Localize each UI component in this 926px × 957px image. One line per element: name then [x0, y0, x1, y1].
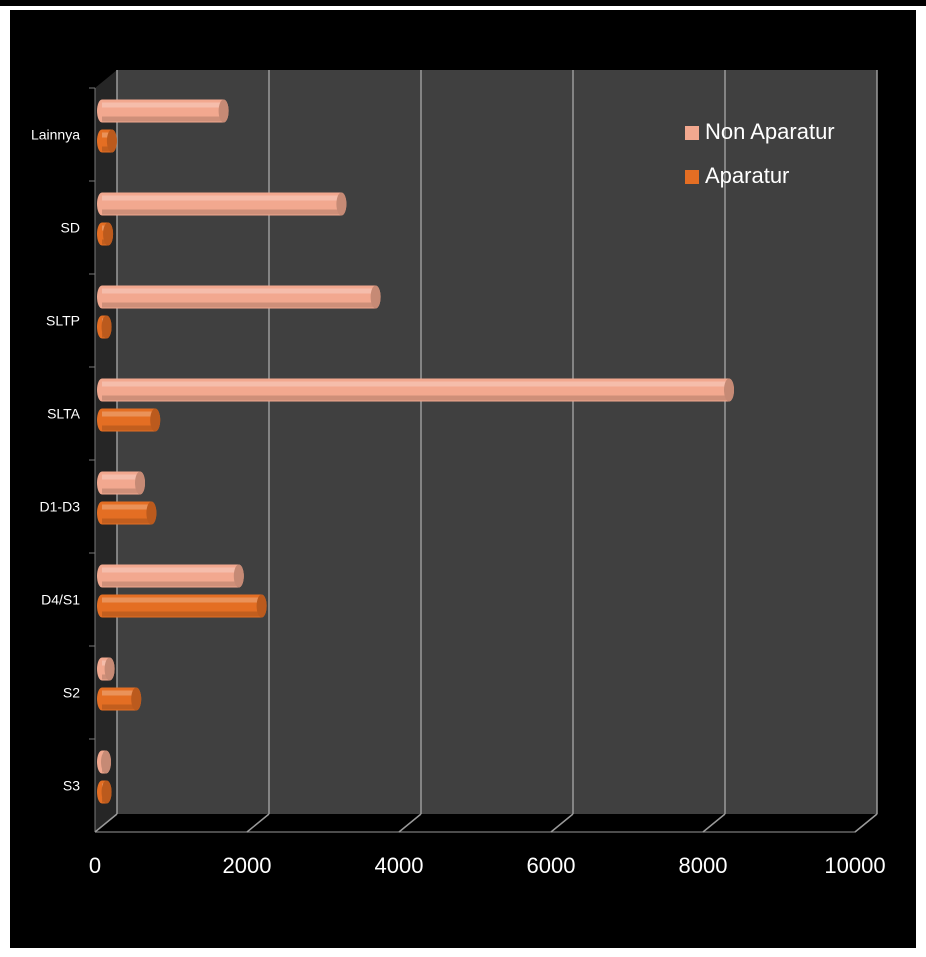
- bar-highlight: [102, 411, 156, 417]
- plot-back-wall: [117, 70, 877, 814]
- legend-swatch: [685, 170, 699, 184]
- bar-end-cap: [146, 501, 157, 525]
- x-tick-label: 10000: [824, 853, 885, 878]
- top-border: [0, 0, 926, 6]
- gridline-floor: [246, 813, 270, 833]
- bar-highlight: [102, 474, 140, 480]
- bar-shadow: [102, 209, 342, 215]
- legend-swatch: [685, 126, 699, 140]
- gridline-floor: [398, 813, 422, 833]
- bar-shadow: [102, 395, 729, 401]
- bar-end-cap: [135, 471, 145, 495]
- bar-shadow: [102, 518, 152, 524]
- bar-end-cap: [336, 192, 347, 216]
- legend: Non Aparatur Aparatur: [685, 119, 835, 188]
- category-label: SD: [61, 220, 80, 236]
- plot-side-wall: [95, 70, 117, 832]
- bar-aparatur: [97, 129, 117, 153]
- bar-aparatur: [97, 222, 114, 246]
- bar-end-cap: [103, 222, 114, 246]
- bar-end-cap: [106, 129, 117, 153]
- bar-end-cap: [131, 687, 142, 711]
- gridline-floor: [550, 813, 574, 833]
- x-tick-label: 8000: [679, 853, 728, 878]
- bar-end-cap: [256, 594, 267, 618]
- bar-shadow: [102, 425, 156, 431]
- bar-highlight: [102, 504, 152, 510]
- bar-end-cap: [233, 564, 244, 588]
- gridline-floor: [702, 813, 726, 833]
- bar-non-aparatur: [97, 192, 347, 216]
- bar-non-aparatur: [97, 750, 111, 774]
- x-tick-label: 6000: [527, 853, 576, 878]
- bar-aparatur: [97, 408, 161, 432]
- bar-aparatur: [97, 594, 267, 618]
- gridline-floor: [94, 813, 118, 833]
- bar-aparatur: [97, 780, 112, 804]
- bar-highlight: [102, 381, 729, 387]
- category-label: SLTA: [47, 406, 81, 422]
- category-label: D1-D3: [40, 499, 81, 515]
- bar-end-cap: [150, 408, 161, 432]
- bar-non-aparatur: [97, 657, 115, 681]
- bar-shadow: [102, 302, 376, 308]
- bar-highlight: [102, 102, 224, 108]
- bar-shadow: [102, 674, 110, 680]
- bar-end-cap: [370, 285, 381, 309]
- bar-non-aparatur: [97, 378, 734, 402]
- bar-highlight: [102, 195, 342, 201]
- bar-end-cap: [104, 657, 115, 681]
- bar-highlight: [102, 690, 137, 696]
- bar-highlight: [102, 567, 239, 573]
- category-label: S3: [63, 778, 80, 794]
- bar-shadow: [102, 611, 262, 617]
- bar-end-cap: [101, 780, 112, 804]
- category-label: Lainnya: [31, 127, 80, 143]
- bar-shadow: [102, 488, 140, 494]
- bar-non-aparatur: [97, 99, 229, 123]
- bar-end-cap: [101, 750, 111, 774]
- legend-label: Aparatur: [705, 163, 789, 188]
- bar-shadow: [102, 146, 112, 152]
- legend-label: Non Aparatur: [705, 119, 835, 144]
- bar-non-aparatur: [97, 564, 244, 588]
- x-tick-label: 2000: [223, 853, 272, 878]
- x-tick-label: 0: [89, 853, 101, 878]
- bar-aparatur: [97, 501, 157, 525]
- category-label: S2: [63, 685, 80, 701]
- bar-non-aparatur: [97, 471, 145, 495]
- bar-end-cap: [724, 378, 734, 402]
- bar-shadow: [102, 581, 239, 587]
- category-label: SLTP: [46, 313, 80, 329]
- bar-non-aparatur: [97, 285, 381, 309]
- bar-aparatur: [97, 687, 142, 711]
- category-label: D4/S1: [41, 592, 80, 608]
- bar-aparatur: [97, 315, 112, 339]
- bar-highlight: [102, 288, 376, 294]
- x-tick-label: 4000: [375, 853, 424, 878]
- bar-end-cap: [218, 99, 229, 123]
- bar-end-cap: [101, 315, 112, 339]
- bar-shadow: [102, 704, 137, 710]
- gridline-floor: [854, 813, 878, 833]
- bar-highlight: [102, 132, 112, 138]
- bar-highlight: [102, 597, 262, 603]
- bar-shadow: [102, 116, 224, 122]
